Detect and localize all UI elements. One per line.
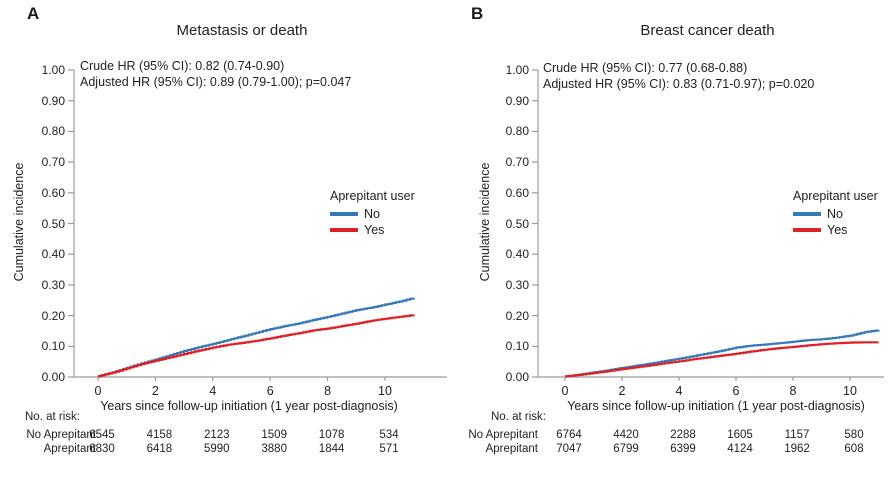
panel-a-legend-item-yes: Yes	[330, 222, 415, 238]
panel-b-legend: Aprepitant user No Yes	[793, 189, 878, 238]
risk-value: 6830	[89, 443, 115, 455]
panel-a-risk-row-label-aprepitant: Aprepitant	[43, 443, 96, 455]
panel-b-risk-row-label-aprepitant: Aprepitant	[485, 443, 538, 455]
x-tick-label: 10	[378, 384, 392, 398]
y-tick-label: 0.50	[505, 216, 529, 231]
panel-b-legend-item-no: No	[793, 206, 878, 222]
panel-a-y-axis-title: Cumulative incidence	[12, 162, 26, 282]
panel-b-label: B	[471, 4, 484, 23]
no-line-swatch-icon	[793, 212, 821, 216]
y-tick-label: 0.50	[41, 216, 65, 231]
y-tick-label: 0.80	[505, 124, 529, 139]
y-tick-label: 0.30	[505, 277, 529, 292]
y-tick-label: 0.10	[41, 339, 65, 354]
panel-a-title: Metastasis or death	[176, 22, 308, 39]
risk-value: 4124	[727, 443, 753, 455]
risk-value: 1078	[318, 429, 345, 441]
x-tick-label: 10	[843, 384, 857, 398]
panel-b-crude-hr: Crude HR (95% CI): 0.77 (0.68-0.88)	[543, 61, 748, 75]
y-tick-label: 1.00	[41, 63, 65, 77]
y-tick-label: 0.70	[505, 155, 529, 170]
panel-a-label: A	[27, 4, 40, 23]
risk-value: 534	[379, 429, 399, 441]
yes-line-swatch-icon	[793, 228, 821, 232]
panel-b-risk-row-label-no-aprepitant: No Aprepitant	[468, 429, 538, 441]
risk-value: 6799	[613, 443, 639, 455]
risk-value: 7047	[556, 443, 582, 455]
risk-value: 1509	[261, 429, 287, 441]
panel-a-x-axis-title: Years since follow-up initiation (1 year…	[100, 399, 398, 413]
y-tick-label: 0.40	[505, 247, 529, 262]
panel-a-risk-row-label-no-aprepitant: No Aprepitant	[26, 429, 96, 441]
curve-yes	[565, 341, 879, 378]
panel-b-x-axis-title: Years since follow-up initiation (1 year…	[567, 399, 865, 413]
panel-a-legend-title: Aprepitant user	[330, 189, 415, 203]
risk-value: 608	[844, 443, 864, 455]
panel-a-legend-label-yes: Yes	[364, 223, 385, 237]
risk-value: 6545	[89, 429, 115, 441]
risk-value: 2288	[670, 429, 696, 441]
risk-value: 1605	[727, 429, 753, 441]
x-tick-label: 2	[151, 384, 159, 398]
x-tick-label: 2	[618, 384, 626, 398]
risk-value: 4420	[613, 429, 639, 441]
panel-a-legend-item-no: No	[330, 206, 415, 222]
y-tick-label: 0.90	[505, 93, 529, 108]
y-tick-label: 0.40	[41, 247, 65, 262]
x-tick-label: 4	[209, 384, 217, 398]
risk-value: 1844	[318, 443, 345, 455]
y-tick-label: 0.30	[41, 277, 65, 292]
y-tick-label: 0.20	[41, 308, 65, 323]
y-tick-label: 1.00	[505, 63, 529, 77]
panel-b-adjusted-hr: Adjusted HR (95% CI): 0.83 (0.71-0.97); …	[543, 77, 815, 91]
x-tick-label: 4	[675, 384, 683, 398]
panel-b-legend-item-yes: Yes	[793, 222, 878, 238]
risk-value: 6418	[146, 443, 173, 455]
x-tick-label: 6	[732, 384, 740, 398]
curve-no	[565, 329, 880, 378]
y-tick-label: 0.00	[41, 370, 65, 384]
y-tick-label: 0.10	[505, 339, 529, 354]
panel-a-crude-hr: Crude HR (95% CI): 0.82 (0.74-0.90)	[80, 59, 285, 73]
panel-b-legend-title: Aprepitant user	[793, 189, 878, 203]
risk-value: 5990	[204, 443, 230, 455]
panel-b-legend-label-yes: Yes	[827, 223, 848, 237]
panel-a-adjusted-hr: Adjusted HR (95% CI): 0.89 (0.79-1.00); …	[80, 75, 352, 89]
x-tick-label: 0	[561, 384, 569, 398]
panel-b-hr-annotation: Crude HR (95% CI): 0.77 (0.68-0.88) Adju…	[543, 60, 814, 92]
risk-value: 6399	[670, 443, 696, 455]
y-tick-label: 0.90	[41, 93, 65, 108]
x-tick-label: 8	[789, 384, 797, 398]
panel-b-title: Breast cancer death	[640, 22, 775, 39]
risk-value: 2123	[204, 429, 230, 441]
risk-value: 6764	[556, 429, 582, 441]
x-tick-label: 6	[266, 384, 274, 398]
x-tick-label: 8	[324, 384, 332, 398]
panel-a-hr-annotation: Crude HR (95% CI): 0.82 (0.74-0.90) Adju…	[80, 58, 351, 90]
y-tick-label: 0.60	[41, 185, 65, 200]
yes-line-swatch-icon	[330, 228, 358, 232]
y-tick-label: 0.20	[505, 308, 529, 323]
panel-b-legend-label-no: No	[827, 207, 843, 221]
risk-value: 4158	[146, 429, 173, 441]
no-line-swatch-icon	[330, 212, 358, 216]
y-tick-label: 0.60	[505, 185, 529, 200]
risk-value: 1962	[784, 443, 810, 455]
panel-a-legend-label-no: No	[364, 207, 380, 221]
panel-a-legend: Aprepitant user No Yes	[330, 189, 415, 238]
x-tick-label: 0	[94, 384, 102, 398]
y-tick-label: 0.80	[41, 124, 65, 139]
panel-a-risk-header: No. at risk:	[25, 411, 80, 423]
risk-value: 571	[379, 443, 399, 455]
risk-value: 3880	[261, 443, 287, 455]
risk-value: 580	[844, 429, 864, 441]
panel-b-risk-header: No. at risk:	[491, 411, 546, 423]
curve-yes	[98, 314, 415, 378]
y-tick-label: 0.00	[505, 370, 529, 384]
y-tick-label: 0.70	[41, 155, 65, 170]
risk-value: 1157	[784, 429, 810, 441]
